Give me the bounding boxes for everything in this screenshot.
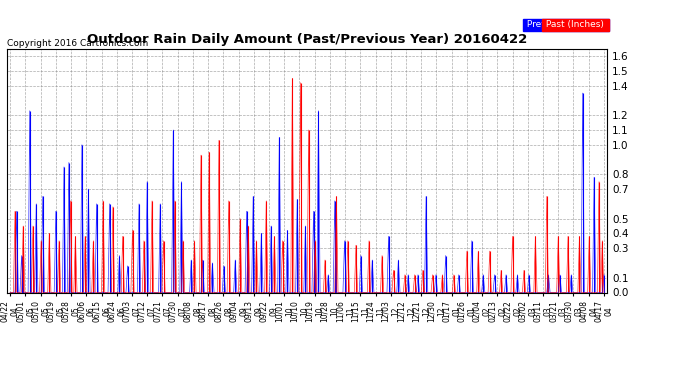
Text: Copyright 2016 Cartronics.com: Copyright 2016 Cartronics.com	[7, 39, 148, 48]
Title: Outdoor Rain Daily Amount (Past/Previous Year) 20160422: Outdoor Rain Daily Amount (Past/Previous…	[87, 33, 527, 46]
Text: Past (Inches): Past (Inches)	[544, 20, 607, 29]
Text: Previous (Inches): Previous (Inches)	[524, 20, 607, 29]
